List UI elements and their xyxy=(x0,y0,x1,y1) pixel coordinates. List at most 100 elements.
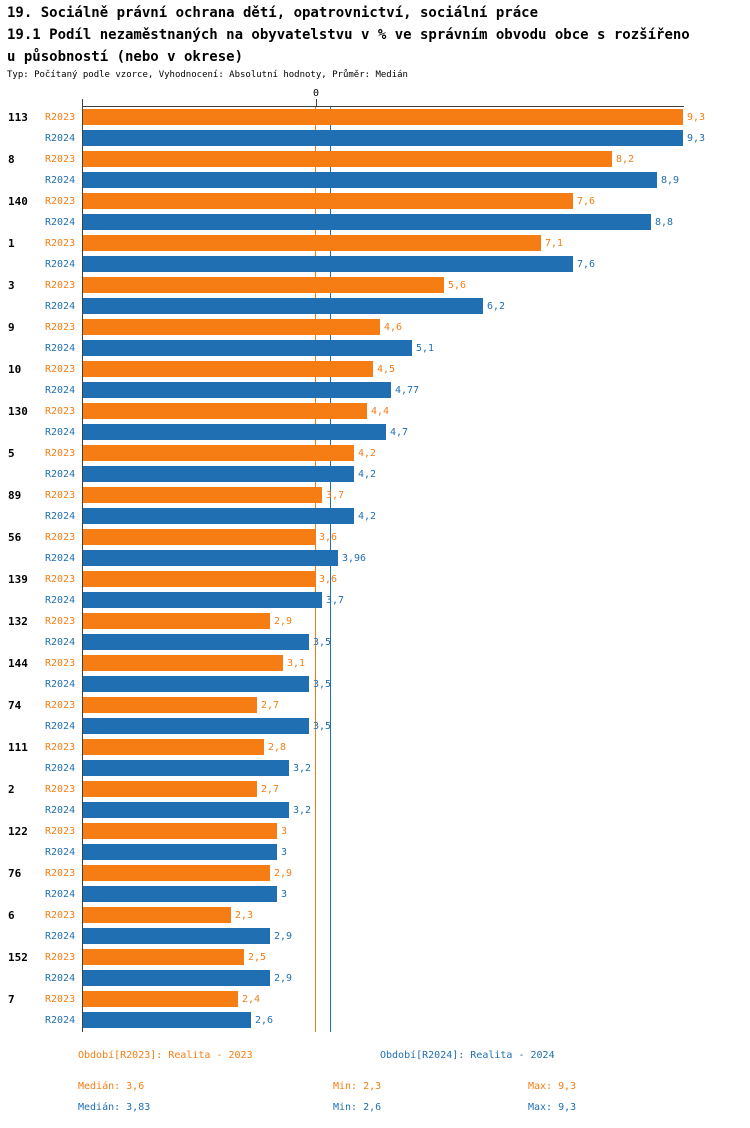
category-label: 8 xyxy=(8,153,15,166)
bar-value-label: 2,9 xyxy=(274,931,293,942)
bar-value-label: 2,9 xyxy=(274,616,293,627)
bar-r2023 xyxy=(83,361,373,377)
bar-r2023 xyxy=(83,403,367,419)
bar-r2023 xyxy=(83,151,612,167)
series-label-r2023: R2023 xyxy=(45,112,76,123)
bar-r2024 xyxy=(83,130,683,146)
bar-value-label: 3,2 xyxy=(293,805,312,816)
series-label-r2023: R2023 xyxy=(45,658,76,669)
bar-value-label: 2,3 xyxy=(235,910,254,921)
series-label-r2023: R2023 xyxy=(45,826,76,837)
bar-row: R2024 3,5 xyxy=(0,716,750,737)
bar-row: R2024 4,2 xyxy=(0,464,750,485)
bar-value-label: 3,6 xyxy=(319,532,338,543)
bar-row: 2 R2023 2,7 xyxy=(0,779,750,800)
bar-r2024 xyxy=(83,172,657,188)
bar-row: R2024 3 xyxy=(0,884,750,905)
bar-r2024 xyxy=(83,214,651,230)
series-label-r2023: R2023 xyxy=(45,490,76,501)
bar-value-label: 3,2 xyxy=(293,763,312,774)
category-label: 89 xyxy=(8,489,22,502)
bar-r2023 xyxy=(83,739,264,755)
bar-r2023 xyxy=(83,907,231,923)
bar-r2023 xyxy=(83,991,238,1007)
bar-value-label: 7,1 xyxy=(545,238,564,249)
bar-row: 139 R2023 3,6 xyxy=(0,569,750,590)
series-label-r2024: R2024 xyxy=(45,301,76,312)
bar-row: 140 R2023 7,6 xyxy=(0,191,750,212)
series-label-r2024: R2024 xyxy=(45,133,76,144)
bar-value-label: 3 xyxy=(281,847,288,858)
axis-zero-tick xyxy=(316,99,317,106)
stat-min-2023: Min: 2,3 xyxy=(333,1081,382,1092)
bar-row: R2024 3,2 xyxy=(0,758,750,779)
bar-value-label: 2,7 xyxy=(261,784,280,795)
bar-row: 130 R2023 4,4 xyxy=(0,401,750,422)
bar-value-label: 2,5 xyxy=(248,952,267,963)
stat-max-2023: Max: 9,3 xyxy=(528,1081,577,1092)
category-label: 132 xyxy=(8,615,28,628)
series-label-r2023: R2023 xyxy=(45,448,76,459)
series-label-r2024: R2024 xyxy=(45,847,76,858)
bar-row: R2024 3,96 xyxy=(0,548,750,569)
category-label: 152 xyxy=(8,951,28,964)
bar-r2024 xyxy=(83,550,338,566)
bar-value-label: 8,8 xyxy=(655,217,674,228)
chart-title-line1: 19. Sociálně právní ochrana dětí, opatro… xyxy=(7,5,539,21)
category-label: 3 xyxy=(8,279,15,292)
bar-r2023 xyxy=(83,949,244,965)
bar-r2024 xyxy=(83,508,354,524)
bar-r2023 xyxy=(83,319,380,335)
bar-value-label: 4,6 xyxy=(384,322,403,333)
series-label-r2023: R2023 xyxy=(45,196,76,207)
chart-title-line2: 19.1 Podíl nezaměstnaných na obyvatelstv… xyxy=(7,27,690,43)
bar-row: 3 R2023 5,6 xyxy=(0,275,750,296)
series-label-r2024: R2024 xyxy=(45,259,76,270)
bar-r2023 xyxy=(83,823,277,839)
bar-r2024 xyxy=(83,634,309,650)
bar-row: 74 R2023 2,7 xyxy=(0,695,750,716)
bar-value-label: 9,3 xyxy=(687,112,706,123)
series-label-r2024: R2024 xyxy=(45,343,76,354)
axis-zero-label: 0 xyxy=(312,88,320,99)
bar-row: R2024 6,2 xyxy=(0,296,750,317)
bar-value-label: 3,5 xyxy=(313,679,332,690)
series-label-r2024: R2024 xyxy=(45,469,76,480)
series-label-r2023: R2023 xyxy=(45,364,76,375)
bar-row: R2024 3,7 xyxy=(0,590,750,611)
bar-value-label: 3,5 xyxy=(313,637,332,648)
bar-row: R2024 8,8 xyxy=(0,212,750,233)
category-label: 9 xyxy=(8,321,15,334)
series-label-r2023: R2023 xyxy=(45,784,76,795)
category-label: 2 xyxy=(8,783,15,796)
category-label: 130 xyxy=(8,405,28,418)
bar-value-label: 2,8 xyxy=(268,742,287,753)
axis-start-tick xyxy=(82,99,83,106)
series-label-r2024: R2024 xyxy=(45,763,76,774)
series-label-r2024: R2024 xyxy=(45,679,76,690)
bar-row: R2024 4,77 xyxy=(0,380,750,401)
category-label: 7 xyxy=(8,993,15,1006)
bar-r2024 xyxy=(83,886,277,902)
bar-value-label: 3,7 xyxy=(326,595,345,606)
series-label-r2024: R2024 xyxy=(45,175,76,186)
bar-value-label: 2,4 xyxy=(242,994,261,1005)
bar-row: 111 R2023 2,8 xyxy=(0,737,750,758)
chart-subtitle: Typ: Počítaný podle vzorce, Vyhodnocení:… xyxy=(7,70,408,80)
bar-value-label: 5,1 xyxy=(416,343,435,354)
bar-r2024 xyxy=(83,382,391,398)
series-label-r2024: R2024 xyxy=(45,931,76,942)
bar-value-label: 3,6 xyxy=(319,574,338,585)
series-label-r2023: R2023 xyxy=(45,532,76,543)
bar-value-label: 3,96 xyxy=(342,553,367,564)
bar-row: 122 R2023 3 xyxy=(0,821,750,842)
bar-r2024 xyxy=(83,298,483,314)
bar-r2023 xyxy=(83,193,573,209)
bar-r2024 xyxy=(83,256,573,272)
bar-row: R2024 9,3 xyxy=(0,128,750,149)
bar-row: R2024 3,5 xyxy=(0,632,750,653)
bar-value-label: 3,5 xyxy=(313,721,332,732)
series-label-r2023: R2023 xyxy=(45,994,76,1005)
bar-value-label: 3 xyxy=(281,889,288,900)
